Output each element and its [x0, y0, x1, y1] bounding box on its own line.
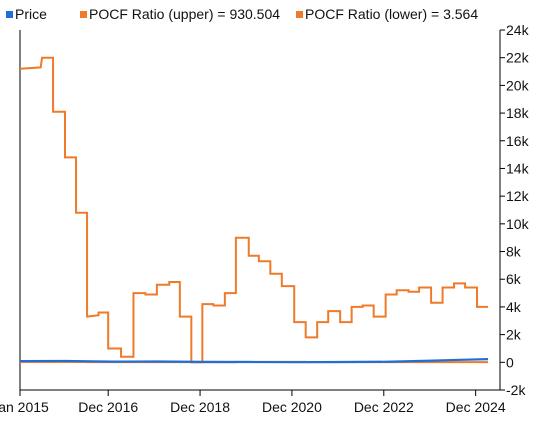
legend-item-pocf-lower[interactable]: POCF Ratio (lower) = 3.564 — [296, 6, 478, 22]
y-tick-label: 10k — [506, 216, 530, 232]
series-line-pocf-ratio-upper-930-504 — [20, 58, 488, 363]
y-tick-label: 20k — [506, 77, 530, 93]
y-tick-label: -2k — [506, 382, 526, 398]
ticks: -2k02k4k6k8k10k12k14k16k18k20k22k24kJan … — [0, 22, 530, 415]
y-tick-label: 4k — [506, 299, 522, 315]
y-tick-label: 16k — [506, 133, 530, 149]
legend-label-price: Price — [15, 6, 47, 22]
series-line-price — [20, 359, 488, 362]
y-tick-label: 6k — [506, 271, 522, 287]
x-tick-label: Dec 2018 — [170, 399, 230, 415]
y-tick-label: 22k — [506, 50, 530, 66]
y-tick-label: 0 — [506, 354, 514, 370]
y-tick-label: 8k — [506, 244, 522, 260]
chart-legend: Price POCF Ratio (upper) = 930.504 POCF … — [0, 6, 540, 26]
y-tick-label: 18k — [506, 105, 530, 121]
axes — [20, 30, 500, 390]
legend-item-price[interactable]: Price — [6, 6, 47, 22]
y-tick-label: 14k — [506, 160, 530, 176]
legend-swatch-price — [6, 11, 13, 18]
legend-swatch-pocf-lower — [296, 11, 303, 18]
legend-item-pocf-upper[interactable]: POCF Ratio (upper) = 930.504 — [80, 6, 280, 22]
y-tick-label: 2k — [506, 327, 522, 343]
legend-label-pocf-upper: POCF Ratio (upper) = 930.504 — [89, 6, 280, 22]
legend-swatch-pocf-upper — [80, 11, 87, 18]
y-tick-label: 12k — [506, 188, 530, 204]
series-layer — [20, 58, 488, 363]
x-tick-label: Jan 2015 — [0, 399, 49, 415]
legend-label-pocf-lower: POCF Ratio (lower) = 3.564 — [305, 6, 478, 22]
x-tick-label: Dec 2022 — [354, 399, 414, 415]
x-tick-label: Dec 2016 — [78, 399, 138, 415]
x-tick-label: Dec 2024 — [446, 399, 506, 415]
x-tick-label: Dec 2020 — [262, 399, 322, 415]
